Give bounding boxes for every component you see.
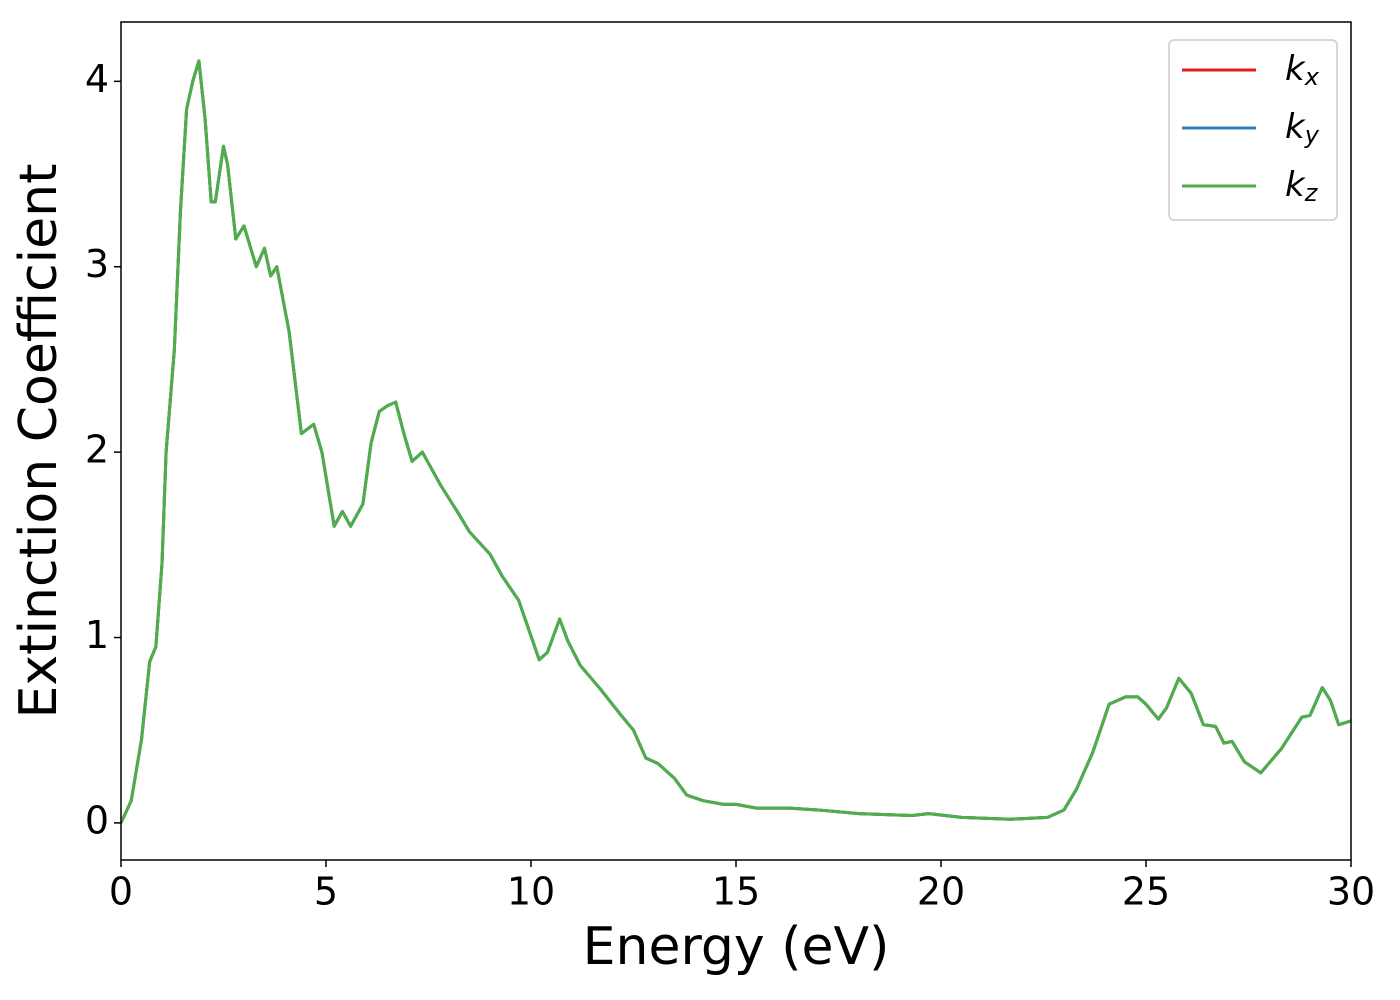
y-axis-title: Extinction Coefficient bbox=[9, 164, 69, 719]
x-tick-label: 30 bbox=[1327, 870, 1375, 914]
y-tick-label: 3 bbox=[85, 242, 109, 286]
legend-label: ky bbox=[1285, 107, 1320, 150]
series-line bbox=[121, 59, 1351, 824]
plot-frame bbox=[120, 21, 1352, 861]
x-tick-label: 0 bbox=[109, 870, 133, 914]
y-tick-label: 2 bbox=[85, 428, 109, 472]
x-tick-label: 20 bbox=[917, 870, 965, 914]
legend-box bbox=[1168, 39, 1338, 221]
legend-label: kz bbox=[1285, 165, 1319, 208]
y-tick-label: 4 bbox=[85, 57, 109, 101]
x-tick-label: 15 bbox=[712, 870, 760, 914]
legend-label: kx bbox=[1285, 49, 1320, 92]
x-tick-label: 10 bbox=[507, 870, 555, 914]
x-axis-title: Energy (eV) bbox=[583, 917, 890, 977]
x-tick-label: 25 bbox=[1122, 870, 1170, 914]
y-tick-label: 1 bbox=[85, 613, 109, 657]
y-tick-label: 0 bbox=[85, 798, 109, 842]
x-tick-label: 5 bbox=[314, 870, 338, 914]
